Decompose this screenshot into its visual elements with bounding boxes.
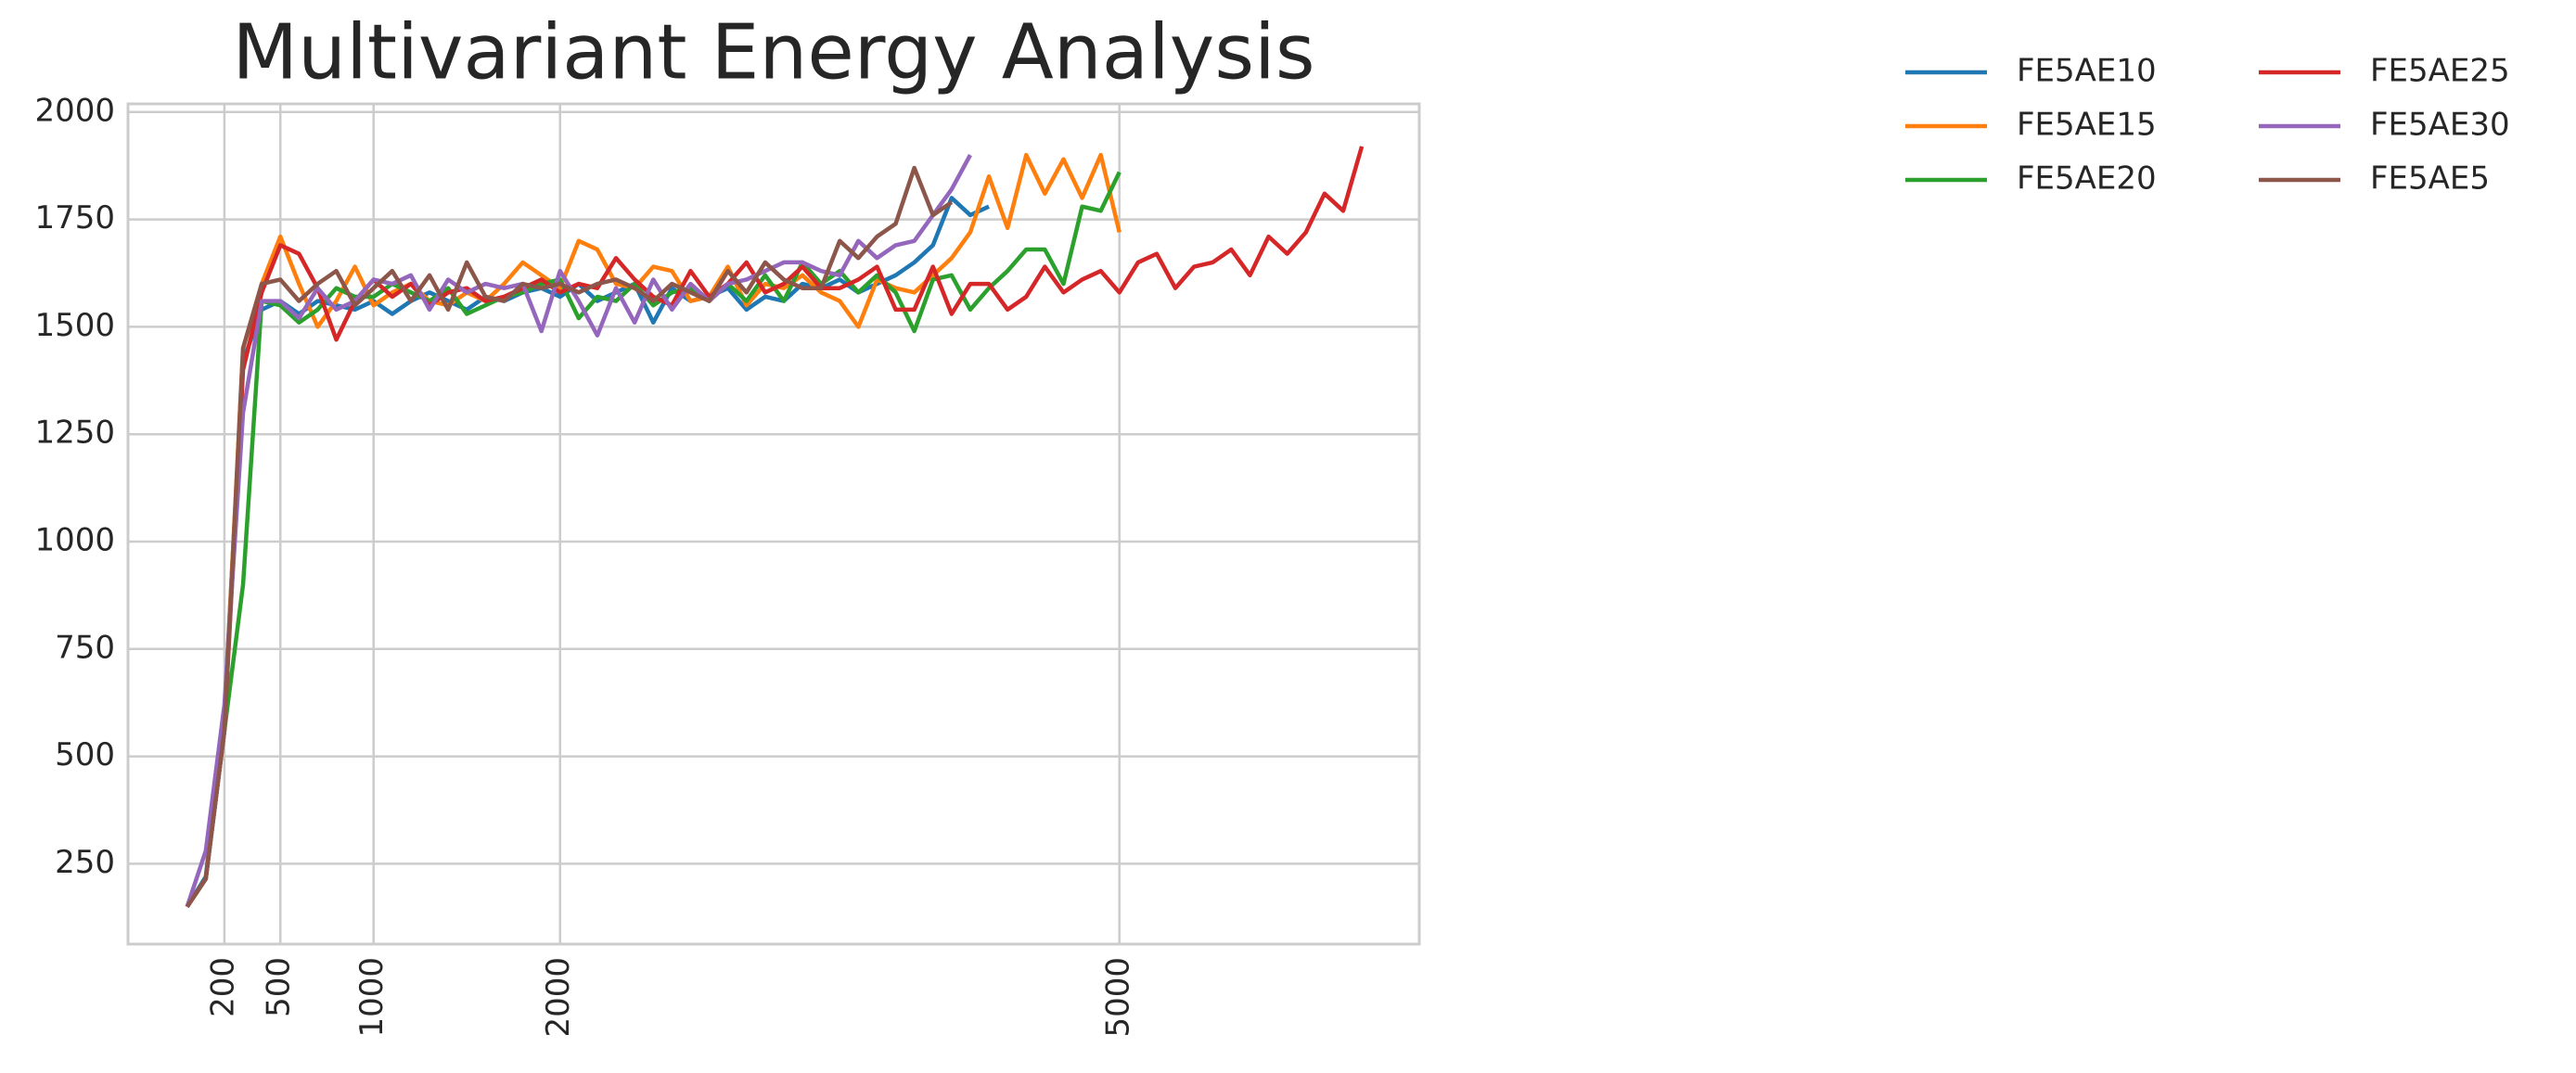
data-line [185,152,1121,908]
y-tick-label: 250 [55,844,115,881]
y-tick-label: 1750 [34,199,115,236]
legend-label: FE5AE30 [2370,107,2510,144]
plot-frame [126,102,1421,946]
y-tick-label: 500 [55,736,115,773]
legend-label: FE5AE5 [2370,160,2490,198]
chart-title: Multivariant Energy Analysis [232,8,1314,96]
legend-label: FE5AE25 [2370,53,2510,90]
y-tick-label: 1250 [34,415,115,452]
data-line [185,146,1365,908]
legend-label: FE5AE20 [2017,160,2157,198]
y-tick-label: 1000 [34,521,115,558]
x-tick-label: 1000 [353,957,391,1038]
data-line [185,165,954,908]
x-tick-label: 5000 [1099,957,1136,1038]
data-line [185,171,1121,908]
x-tick-label: 500 [261,957,298,1017]
data-line [185,154,972,908]
y-tick-label: 2000 [34,92,115,129]
legend-label: FE5AE15 [2017,107,2157,144]
y-tick-label: 1500 [34,307,115,344]
y-tick-label: 750 [55,629,115,666]
x-tick-label: 200 [204,957,241,1017]
legend-label: FE5AE10 [2017,53,2157,90]
x-tick-label: 2000 [540,957,577,1038]
